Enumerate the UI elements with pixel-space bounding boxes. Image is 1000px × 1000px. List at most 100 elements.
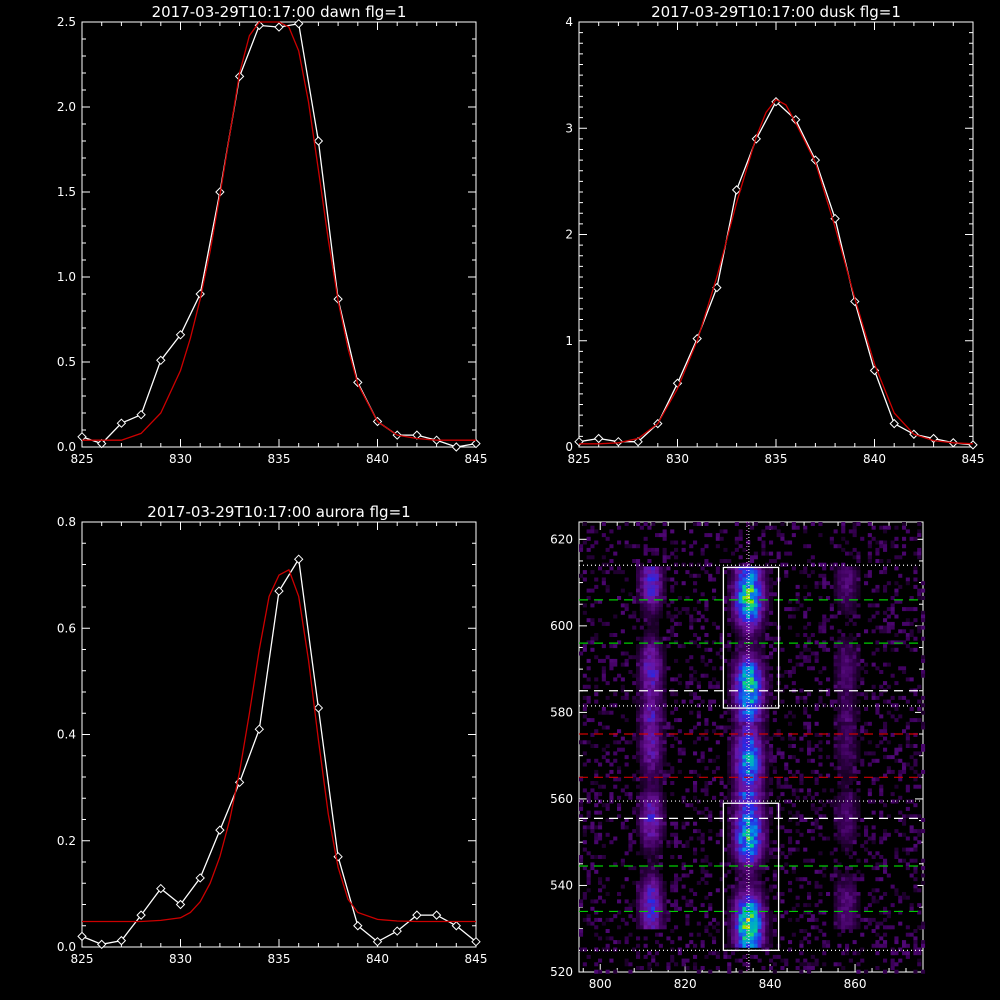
heatmap-cell: [917, 522, 922, 526]
heatmap-cell: [696, 695, 701, 700]
heatmap-cell: [761, 906, 766, 911]
heatmap-cell: [833, 592, 838, 597]
heatmap-cell: [845, 803, 850, 808]
heatmap-cell: [818, 773, 823, 778]
heatmap-cell: [894, 829, 899, 834]
heatmap-cell: [883, 917, 888, 922]
heatmap-cell: [658, 647, 663, 652]
heatmap-cell: [719, 792, 724, 797]
heatmap-cell: [761, 596, 766, 600]
heatmap-cell: [704, 914, 709, 919]
heatmap-cell: [742, 851, 747, 856]
heatmap-cell: [643, 636, 648, 641]
heatmap-cell: [818, 629, 823, 634]
heatmap-cell: [601, 533, 606, 538]
heatmap-cell: [746, 892, 751, 896]
heatmap-cell: [643, 814, 648, 819]
heatmap-cell: [620, 788, 625, 793]
heatmap-cell: [757, 818, 762, 822]
heatmap-cell: [871, 536, 876, 541]
heatmap-cell: [799, 788, 804, 793]
heatmap-cell: [795, 644, 800, 649]
heatmap-cell: [723, 917, 728, 922]
heatmap-cell: [822, 962, 827, 967]
heatmap-cell: [746, 917, 751, 922]
heatmap-cell: [856, 710, 861, 715]
heatmap-cell: [837, 599, 842, 604]
heatmap-cell: [894, 718, 899, 723]
heatmap-cell: [727, 818, 732, 822]
heatmap-cell: [658, 899, 663, 904]
heatmap-cell: [643, 899, 648, 904]
heatmap-cell: [905, 784, 910, 789]
heatmap-cell: [647, 662, 652, 667]
heatmap-cell: [757, 840, 762, 845]
heatmap-cell: [761, 629, 766, 634]
heatmap-cell: [894, 544, 899, 549]
heatmap-cell: [909, 707, 914, 711]
heatmap-cell: [731, 784, 736, 789]
heatmap-cell: [799, 940, 804, 945]
heatmap-cell: [742, 888, 747, 893]
heatmap-cell: [662, 529, 667, 534]
heatmap-cell: [841, 903, 846, 908]
heatmap-cell: [727, 647, 732, 652]
heatmap-cell: [765, 677, 770, 682]
heatmap-cell: [753, 906, 758, 911]
heatmap-cell: [658, 777, 663, 782]
heatmap-cell: [841, 773, 846, 778]
heatmap-cell: [841, 788, 846, 793]
heatmap-cell: [689, 940, 694, 945]
heatmap-cell: [586, 555, 591, 560]
heatmap-cell: [731, 921, 736, 926]
heatmap-cell: [651, 670, 656, 674]
heatmap-cell: [814, 651, 819, 656]
heatmap-cell: [841, 925, 846, 930]
heatmap-cell: [647, 836, 652, 841]
heatmap-cell: [658, 681, 663, 686]
heatmap-cell: [837, 666, 842, 671]
heatmap-cell: [685, 821, 690, 826]
heatmap-cell: [731, 684, 736, 689]
heatmap-cell: [791, 614, 796, 619]
heatmap-cell: [837, 914, 842, 919]
heatmap-cell: [609, 633, 614, 637]
heatmap-cell: [871, 888, 876, 893]
heatmap-cell: [605, 936, 610, 941]
heatmap-cell: [822, 873, 827, 878]
heatmap-cell: [734, 858, 739, 863]
heatmap-cell: [871, 662, 876, 667]
heatmap-cell: [639, 766, 644, 771]
heatmap-cell: [822, 943, 827, 948]
heatmap-cell: [788, 917, 793, 922]
heatmap-cell: [837, 873, 842, 878]
heatmap-cell: [913, 758, 918, 763]
heatmap-cell: [647, 651, 652, 656]
heatmap-cell: [784, 799, 789, 804]
heatmap-cell: [807, 740, 812, 745]
heatmap-cell: [647, 688, 652, 693]
heatmap-cell: [765, 570, 770, 575]
heatmap-cell: [636, 925, 641, 930]
heatmap-cell: [594, 825, 599, 830]
heatmap-cell: [883, 644, 888, 649]
heatmap-cell: [848, 647, 853, 652]
heatmap-cell: [643, 603, 648, 608]
heatmap-cell: [617, 766, 622, 771]
heatmap-cell: [738, 821, 743, 826]
heatmap-cell: [852, 888, 857, 893]
heatmap-cell: [689, 673, 694, 678]
heatmap-cell: [788, 847, 793, 852]
heatmap-cell: [651, 603, 656, 608]
heatmap-cell: [632, 773, 637, 778]
heatmap-cell: [624, 540, 629, 545]
heatmap-cell: [818, 869, 823, 874]
heatmap-cell: [651, 840, 656, 845]
heatmap-cell: [670, 633, 675, 637]
x-tick-label: 845: [962, 452, 985, 466]
heatmap-cell: [772, 769, 777, 774]
heatmap-cell: [913, 877, 918, 882]
heatmap-cell: [586, 677, 591, 682]
heatmap-cell: [696, 710, 701, 715]
heatmap-cell: [791, 847, 796, 852]
